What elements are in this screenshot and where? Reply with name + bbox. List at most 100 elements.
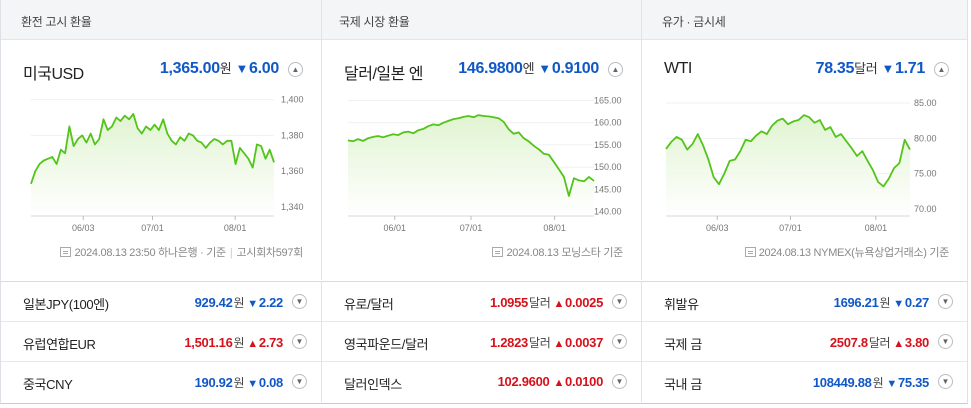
source-info: 2024.08.13 모닝스타 기준 — [492, 244, 623, 260]
down-arrow-icon: ▼ — [247, 378, 258, 390]
panel-header[interactable]: 유가 · 금시세 — [642, 0, 967, 40]
panel-header[interactable]: 환전 고시 환율 — [1, 0, 321, 40]
chevron-down-icon[interactable]: ▼ — [612, 374, 627, 389]
rate-value: 190.92 — [194, 375, 233, 390]
y-tick-label: 80.00 — [914, 133, 937, 143]
chevron-down-icon[interactable]: ▼ — [612, 294, 627, 309]
document-icon — [492, 247, 504, 257]
rate-row[interactable]: 국제 금 2507.8달러 ▲3.80 ▼ — [642, 322, 967, 362]
rate-name[interactable]: 유럽연합EUR — [23, 337, 96, 352]
source-date: 2024.08.13 23:50 — [74, 247, 156, 259]
currency-name[interactable]: 미국USD — [23, 66, 84, 83]
rate-value-group: 1,501.16원 ▲2.73 — [184, 334, 283, 351]
rate-change: 3.80 — [904, 335, 929, 350]
price-change: 1.71 — [895, 60, 925, 77]
chevron-down-icon[interactable]: ▼ — [292, 294, 307, 309]
currency-name[interactable]: 달러/일본 엔 — [344, 66, 424, 83]
down-arrow-icon: ▼ — [235, 61, 249, 76]
price-chart: 85.00 80.00 75.00 70.00 06/03 07/01 08/01 — [665, 98, 937, 233]
rate-row[interactable]: 휘발유 1696.21원 ▼0.27 ▼ — [642, 282, 967, 322]
rate-name[interactable]: 중국CNY — [23, 377, 73, 392]
rate-name[interactable]: 달러인덱스 — [344, 377, 402, 392]
rate-name[interactable]: 휘발유 — [664, 297, 699, 312]
current-rate: 1,365.00원 ▼6.00 — [160, 58, 279, 78]
x-tick-label: 07/01 — [779, 223, 802, 233]
rate-unit: 원 — [233, 336, 245, 350]
rate-change: 0.0037 — [565, 335, 603, 350]
rate-row[interactable]: 중국CNY 190.92원 ▼0.08 ▼ — [1, 362, 321, 402]
source-info: 2024.08.13 23:50 하나은행 · 기준 | 고시회차597회 — [60, 244, 303, 260]
rate-name[interactable]: 영국파운드/달러 — [344, 337, 429, 352]
y-tick-label: 145.00 — [594, 184, 622, 194]
panel-titlebar: 달러/일본 엔 146.9800엔 ▼0.9100 ▲ — [322, 58, 641, 83]
rate-unit: 원 — [872, 376, 884, 390]
y-tick-label: 150.00 — [594, 162, 622, 172]
down-arrow-icon: ▼ — [881, 61, 895, 76]
rate-unit: 원 — [879, 296, 891, 310]
series-line — [665, 114, 911, 188]
x-tick-label: 06/03 — [72, 223, 95, 233]
rate-unit: 달러 — [868, 336, 891, 350]
source-name: 하나은행 · 기준 — [158, 247, 226, 259]
rate-row[interactable]: 영국파운드/달러 1.2823달러 ▲0.0037 ▼ — [322, 322, 641, 362]
rate-chart: 165.00 160.00 155.00 150.00 145.00 140.00 06/0… — [347, 95, 622, 233]
commodity-name[interactable]: WTI — [664, 60, 692, 77]
rate-row[interactable]: 달러인덱스 102.9600 ▲0.0100 ▼ — [322, 362, 641, 402]
down-arrow-icon: ▼ — [247, 298, 258, 310]
chevron-up-icon[interactable]: ▲ — [934, 62, 949, 77]
rate-unit: 원 — [233, 376, 245, 390]
rate-value: 1,365.00 — [159, 60, 220, 77]
rate-change: 0.0025 — [565, 295, 603, 310]
y-tick-label: 75.00 — [914, 169, 937, 179]
area-fill — [666, 115, 910, 216]
series-line — [30, 113, 275, 185]
up-arrow-icon: ▲ — [893, 338, 904, 350]
source-name: 모닝스타 기준 — [561, 247, 623, 259]
x-tick-label: 08/01 — [543, 223, 566, 233]
chevron-down-icon[interactable]: ▼ — [612, 334, 627, 349]
panel-exchange-notice: 환전 고시 환율 미국USD 1,365.00원 ▼6.00 ▲ 1,400 1,3… — [1, 0, 322, 280]
rate-name[interactable]: 국제 금 — [664, 337, 702, 352]
chevron-down-icon[interactable]: ▼ — [938, 334, 953, 349]
rate-row[interactable]: 국내 금 108449.88원 ▼75.35 ▼ — [642, 362, 967, 402]
rate-value: 1.0955 — [489, 295, 528, 310]
down-arrow-icon: ▼ — [538, 61, 551, 76]
price-unit: 달러 — [854, 61, 878, 76]
source-name: NYMEX(뉴욕상업거래소) 기준 — [813, 247, 950, 259]
chevron-up-icon[interactable]: ▲ — [288, 62, 303, 77]
y-tick-label: 160.00 — [594, 118, 622, 128]
y-tick-label: 155.00 — [594, 140, 622, 150]
up-arrow-icon: ▲ — [247, 338, 258, 350]
source-date: 2024.08.13 — [506, 247, 559, 259]
rate-value: 1.2823 — [489, 335, 528, 350]
rate-value: 929.42 — [194, 295, 233, 310]
panel-header[interactable]: 국제 시장 환율 — [322, 0, 641, 40]
rate-change: 0.9100 — [551, 60, 599, 77]
rate-row[interactable]: 일본JPY(100엔) 929.42원 ▼2.22 ▼ — [1, 282, 321, 322]
up-arrow-icon: ▲ — [553, 298, 565, 310]
rate-name[interactable]: 유로/달러 — [344, 297, 394, 312]
chevron-down-icon[interactable]: ▼ — [938, 374, 953, 389]
x-tick-label: 06/03 — [706, 223, 729, 233]
chevron-down-icon[interactable]: ▼ — [938, 294, 953, 309]
rate-row[interactable]: 유로/달러 1.0955달러 ▲0.0025 ▼ — [322, 282, 641, 322]
chevron-up-icon[interactable]: ▲ — [608, 62, 623, 77]
rate-unit: 엔 — [522, 61, 535, 76]
rate-row[interactable]: 유럽연합EUR 1,501.16원 ▲2.73 ▼ — [1, 322, 321, 362]
rate-value: 102.9600 — [497, 374, 550, 389]
rate-name[interactable]: 국내 금 — [664, 377, 702, 392]
current-rate: 146.9800엔 ▼0.9100 — [458, 58, 599, 78]
y-tick-label: 1,340 — [281, 202, 304, 212]
y-tick-label: 1,360 — [281, 166, 304, 176]
panel-titlebar: WTI 78.35달러 ▼1.71 ▲ — [642, 58, 967, 82]
down-arrow-icon: ▼ — [886, 378, 897, 390]
x-tick-label: 08/01 — [224, 223, 247, 233]
rate-value: 2507.8 — [829, 335, 868, 350]
chevron-down-icon[interactable]: ▼ — [292, 374, 307, 389]
chevron-down-icon[interactable]: ▼ — [292, 334, 307, 349]
rate-change: 0.08 — [258, 375, 283, 390]
area-fill — [348, 115, 594, 216]
area-fill — [31, 113, 274, 216]
rate-name[interactable]: 일본JPY(100엔) — [23, 297, 109, 312]
